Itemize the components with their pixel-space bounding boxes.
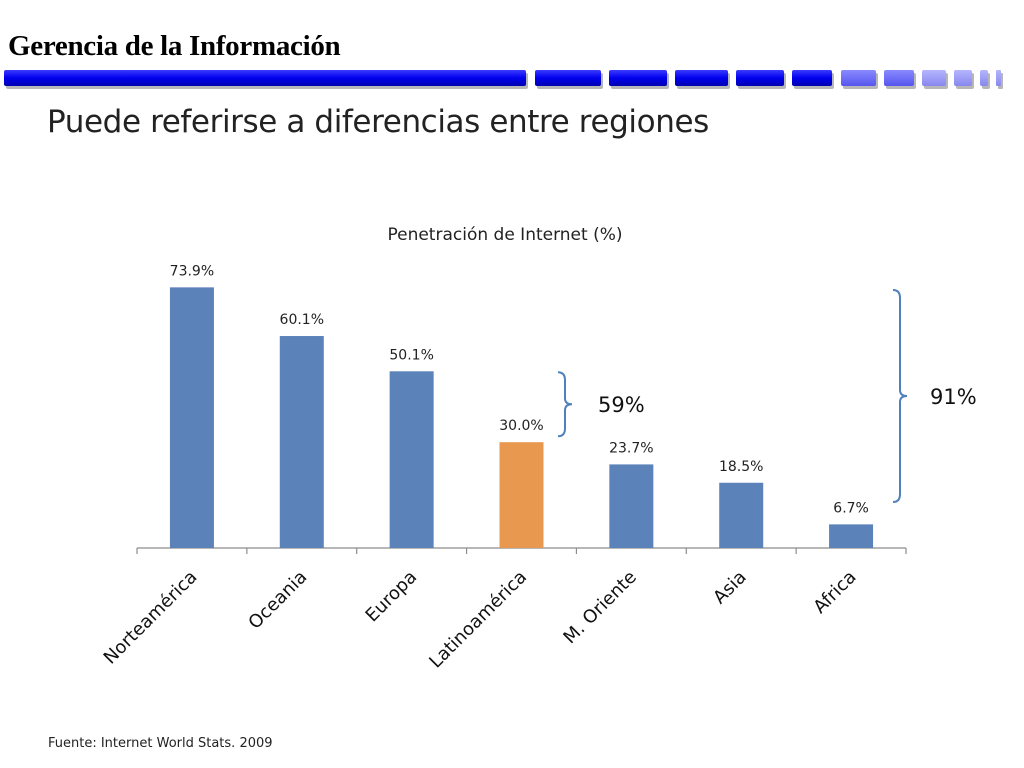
category-labels: Norteamérica Oceania Europa Latinoamérica M.… [100, 567, 861, 673]
data-label-norteamerica: 73.9% [170, 263, 214, 279]
annotation-91-bracket [892, 289, 908, 503]
category-label-norteamerica: Norteamérica [100, 567, 202, 669]
header-title: Gerencia de la Información [8, 30, 341, 62]
bar-africa [829, 524, 874, 548]
header-decorative-bar [4, 70, 1003, 89]
category-label-europa: Europa [362, 567, 422, 627]
category-label-oceania: Oceania [244, 567, 311, 634]
data-label-latinoamerica: 30.0% [499, 418, 543, 434]
bar-m-oriente [609, 464, 654, 548]
slide-title: Puede referirse a diferencias entre regi… [47, 104, 709, 140]
source-note: Fuente: Internet World Stats. 2009 [48, 736, 273, 751]
bar-latinoamerica [499, 442, 544, 548]
category-label-africa: Africa [809, 567, 860, 618]
x-axis [136, 547, 907, 554]
bar-asia [719, 482, 764, 548]
category-label-latinoamerica: Latinoamérica [425, 567, 531, 673]
data-label-africa: 6.7% [833, 500, 869, 516]
category-label-m-oriente: M. Oriente [559, 567, 640, 648]
bar-europa [389, 371, 434, 548]
bars [169, 287, 874, 548]
data-label-m-oriente: 23.7% [609, 440, 653, 456]
data-label-oceania: 60.1% [280, 312, 324, 328]
category-label-asia: Asia [709, 567, 751, 609]
bar-norteamerica [169, 287, 214, 548]
bar-oceania [279, 336, 324, 548]
annotations: 59% 91% [557, 289, 977, 503]
chart-title: Penetración de Internet (%) [387, 225, 622, 245]
data-labels: 73.9% 60.1% 50.1% 30.0% 23.7% 18.5% 6.7% [170, 263, 869, 516]
data-label-europa: 50.1% [389, 347, 433, 363]
annotation-59-label: 59% [598, 393, 645, 417]
data-label-asia: 18.5% [719, 459, 763, 475]
annotation-59-bracket [557, 371, 573, 438]
annotation-91-label: 91% [930, 385, 977, 409]
